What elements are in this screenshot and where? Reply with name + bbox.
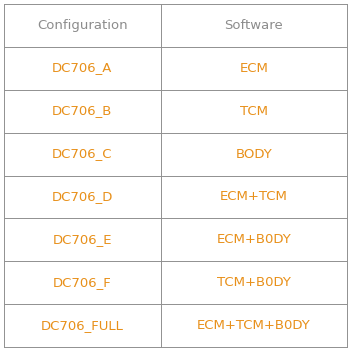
Bar	[161, 132, 346, 176]
Text: DC706_D: DC706_D	[52, 191, 113, 204]
Bar	[4, 261, 161, 304]
Text: DC706_F: DC706_F	[53, 277, 112, 290]
Bar	[161, 304, 346, 347]
Bar	[161, 46, 346, 90]
Text: ECM+TCM: ECM+TCM	[220, 191, 288, 204]
Bar	[4, 90, 161, 132]
Text: ECM+TCM+B0DY: ECM+TCM+B0DY	[197, 319, 311, 332]
Text: BODY: BODY	[236, 147, 272, 160]
Text: DC706_A: DC706_A	[52, 61, 113, 74]
Bar	[161, 218, 346, 261]
Bar	[4, 132, 161, 176]
Bar	[161, 176, 346, 218]
Text: DC706_FULL: DC706_FULL	[41, 319, 124, 332]
Text: Software: Software	[224, 19, 283, 32]
Bar	[4, 46, 161, 90]
Bar	[161, 261, 346, 304]
Bar	[4, 176, 161, 218]
Text: TCM+B0DY: TCM+B0DY	[217, 277, 291, 290]
Text: DC706_B: DC706_B	[52, 105, 113, 118]
Text: Configuration: Configuration	[37, 19, 128, 32]
Bar	[161, 90, 346, 132]
Text: ECM: ECM	[239, 61, 268, 74]
Bar	[4, 4, 161, 47]
Bar	[161, 4, 346, 47]
Text: TCM: TCM	[240, 105, 268, 118]
Text: DC706_E: DC706_E	[52, 233, 112, 246]
Bar	[4, 304, 161, 347]
Text: DC706_C: DC706_C	[52, 147, 113, 160]
Text: ECM+B0DY: ECM+B0DY	[217, 233, 291, 246]
Bar	[4, 218, 161, 261]
